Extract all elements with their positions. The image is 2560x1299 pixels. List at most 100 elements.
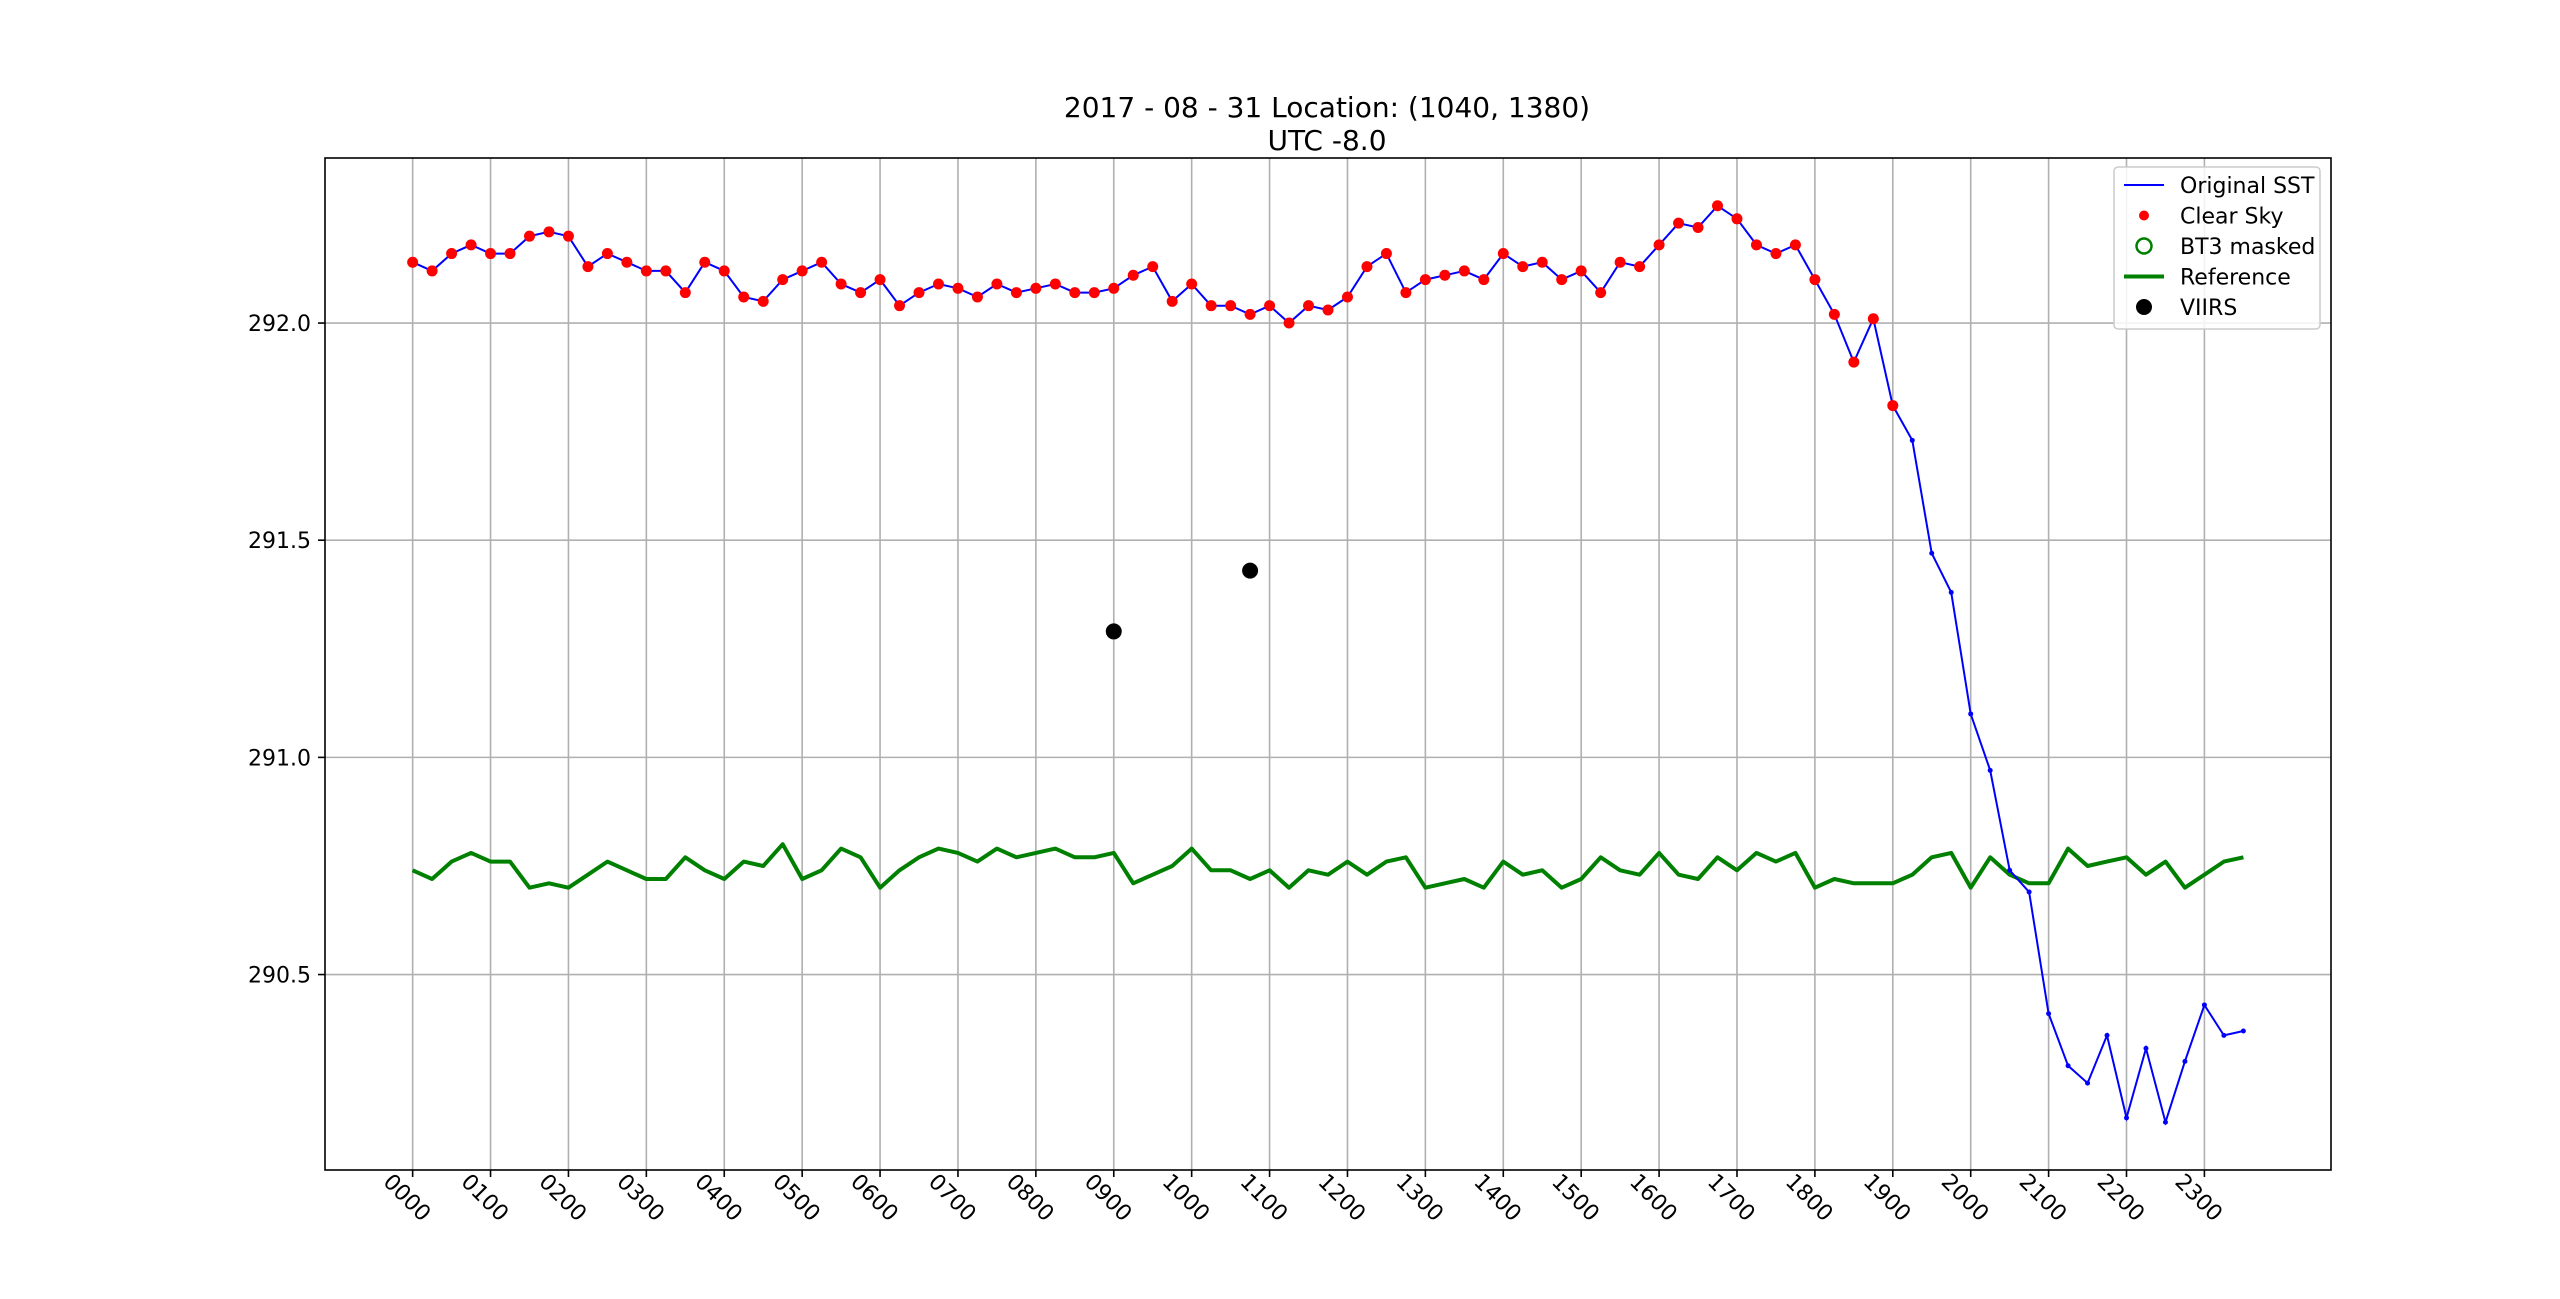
clear-sky-point	[1497, 248, 1509, 260]
clear-sky-series	[407, 200, 1899, 412]
plot-frame	[324, 157, 2332, 1171]
clear-sky-point	[1419, 274, 1431, 286]
legend: Original SST Clear Sky BT3 masked Reference…	[2113, 166, 2321, 330]
viirs-point	[1242, 562, 1259, 579]
original-sst-point	[1948, 589, 1954, 595]
chart-title: 2017 - 08 - 31 Location: (1040, 1380)	[1064, 91, 1590, 124]
legend-handle-clear-sky	[2139, 210, 2149, 221]
clear-sky-point	[1458, 265, 1470, 277]
original-sst-point	[2182, 1058, 2188, 1064]
legend-label: VIIRS	[2180, 296, 2237, 321]
original-sst-point	[2162, 1119, 2168, 1125]
clear-sky-point	[718, 265, 730, 277]
viirs-point	[1105, 623, 1122, 640]
clear-sky-point	[1770, 248, 1782, 260]
legend-label: BT3 masked	[2180, 235, 2315, 260]
clear-sky-point	[1244, 308, 1256, 320]
clear-sky-point	[738, 291, 750, 303]
original-sst-point	[2143, 1045, 2149, 1051]
clear-sky-point	[1595, 287, 1607, 299]
clear-sky-point	[1731, 213, 1743, 225]
clear-sky-point	[894, 300, 906, 312]
x-tick-label: 1000	[1157, 1170, 1214, 1227]
clear-sky-point	[582, 261, 594, 273]
clear-sky-point	[1478, 274, 1490, 286]
x-tick-label: 1500	[1546, 1170, 1603, 1227]
clear-sky-point	[407, 256, 419, 268]
original-sst-point	[2065, 1063, 2071, 1069]
clear-sky-point	[855, 287, 867, 299]
clear-sky-point	[1536, 256, 1548, 268]
clear-sky-point	[932, 278, 944, 290]
reference-series	[411, 842, 2244, 890]
original-sst-point	[1929, 550, 1935, 556]
clear-sky-point	[1673, 217, 1685, 229]
x-tick-label: 0500	[767, 1170, 824, 1227]
x-tick-label: 1200	[1313, 1170, 1370, 1227]
original-sst-point	[2240, 1028, 2246, 1034]
clear-sky-point	[1049, 278, 1061, 290]
x-tick-label: 1100	[1235, 1170, 1292, 1227]
x-tick-label: 0200	[534, 1170, 591, 1227]
clear-sky-point	[446, 248, 458, 260]
legend-box	[2113, 166, 2321, 330]
x-tick-label: 0400	[689, 1170, 746, 1227]
clear-sky-point	[1147, 261, 1159, 273]
clear-sky-point	[1556, 274, 1568, 286]
x-tick-label: 2100	[2014, 1170, 2071, 1227]
clear-sky-point	[1400, 287, 1412, 299]
original-sst-point	[1968, 711, 1974, 717]
x-tick-label: 1800	[1780, 1170, 1837, 1227]
legend-handle-bt3	[2135, 237, 2153, 255]
clear-sky-point	[699, 256, 711, 268]
clear-sky-point	[1789, 239, 1801, 251]
clear-sky-point	[543, 226, 555, 238]
clear-sky-point	[1439, 269, 1451, 281]
original-sst-point	[2104, 1032, 2110, 1038]
clear-sky-point	[1069, 287, 1081, 299]
clear-sky-point	[1867, 313, 1879, 325]
clear-sky-point	[1575, 265, 1587, 277]
clear-sky-point	[1166, 295, 1178, 307]
original-sst-line	[412, 204, 2244, 1126]
x-tick-label: 0600	[845, 1170, 902, 1227]
legend-handle-viirs	[2136, 299, 2152, 315]
x-tick-label: 2000	[1936, 1170, 1993, 1227]
clear-sky-point	[835, 278, 847, 290]
clear-sky-point	[660, 265, 672, 277]
clear-sky-point	[504, 248, 516, 260]
clear-sky-point	[952, 282, 964, 294]
clear-sky-point	[601, 248, 613, 260]
original-sst-point	[2201, 1002, 2207, 1008]
viirs-series	[1105, 562, 1259, 640]
x-tick-label: 0800	[1001, 1170, 1058, 1227]
grid-lines	[325, 158, 2331, 1170]
clear-sky-point	[485, 248, 497, 260]
clear-sky-point	[679, 287, 691, 299]
y-tick-label: 290.5	[248, 964, 311, 989]
original-sst-point	[1987, 767, 1993, 773]
clear-sky-point	[523, 230, 535, 242]
original-sst-point	[2124, 1115, 2130, 1121]
y-axis-ticks: 290.5 291.0 291.5 292.0	[248, 312, 325, 989]
clear-sky-point	[1828, 308, 1840, 320]
x-tick-label: 2200	[2092, 1170, 2149, 1227]
x-tick-label: 1300	[1391, 1170, 1448, 1227]
clear-sky-point	[1653, 239, 1665, 251]
original-sst-point	[2046, 1011, 2052, 1017]
clear-sky-point	[1692, 221, 1704, 233]
clear-sky-point	[1186, 278, 1198, 290]
original-sst-point	[1909, 437, 1915, 443]
original-sst-point	[2085, 1080, 2091, 1086]
x-tick-label: 1600	[1624, 1170, 1681, 1227]
clear-sky-point	[1030, 282, 1042, 294]
clear-sky-point	[757, 295, 769, 307]
original-sst-point	[2007, 867, 2013, 873]
clear-sky-point	[640, 265, 652, 277]
original-sst-point	[2221, 1032, 2227, 1038]
clear-sky-point	[1283, 317, 1295, 329]
clear-sky-point	[913, 287, 925, 299]
clear-sky-point	[971, 291, 983, 303]
x-tick-label: 0300	[612, 1170, 669, 1227]
